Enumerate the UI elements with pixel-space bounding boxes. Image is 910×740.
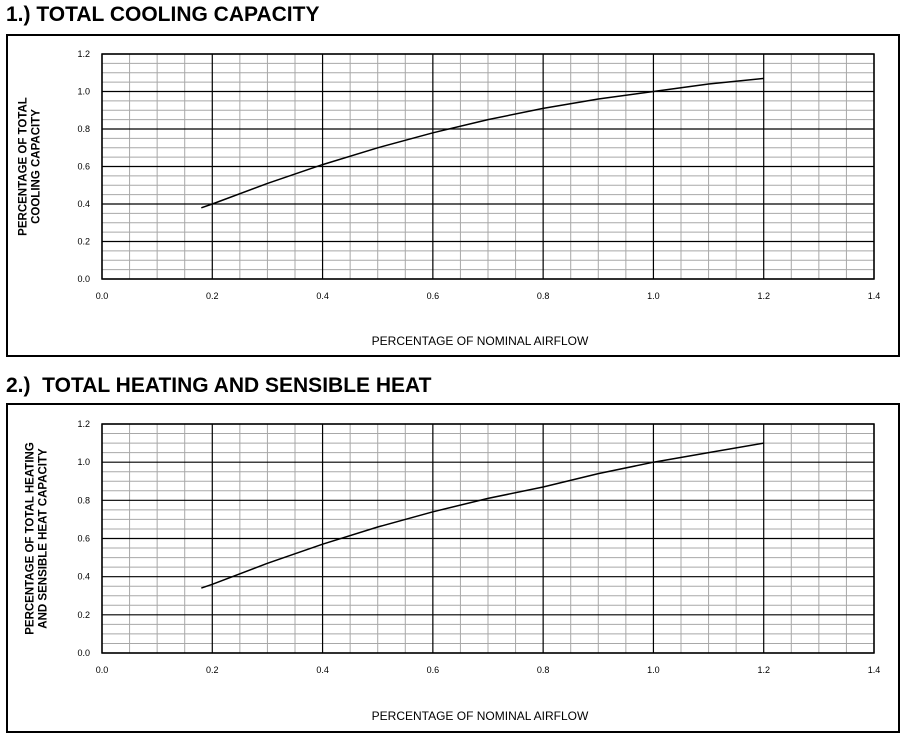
chart-2-plot-border xyxy=(101,423,875,654)
chart-2-x-tick-label: 1.4 xyxy=(868,665,881,675)
chart-1-frame xyxy=(6,34,900,357)
chart-1-y-axis-label-line: PERCENTAGE OF TOTAL xyxy=(18,97,30,236)
chart-1-y-tick-label: 1.0 xyxy=(77,87,90,97)
chart-2-y-axis-label-line: PERCENTAGE OF TOTAL HEATING xyxy=(25,442,37,635)
chart-2-y-tick-label: 0.4 xyxy=(77,572,90,582)
chart-1-x-tick-label: 0.6 xyxy=(427,291,440,301)
chart-1-x-tick-label: 1.4 xyxy=(868,291,881,301)
chart-1-x-tick-label: 0.8 xyxy=(537,291,550,301)
chart-1-x-tick-label: 1.2 xyxy=(757,291,770,301)
chart-1-y-tick-label: 0.0 xyxy=(77,274,90,284)
chart-2-series-line xyxy=(201,442,764,589)
chart-2-y-tick-label: 0.2 xyxy=(77,610,90,620)
chart-1-y-tick-label: 0.8 xyxy=(77,124,90,134)
chart-1-x-tick-label: 1.0 xyxy=(647,291,660,301)
chart-1-y-tick-label: 1.2 xyxy=(77,49,90,59)
chart-1-y-tick-label: 0.6 xyxy=(77,162,90,172)
chart-2-x-tick-label: 0.4 xyxy=(316,665,329,675)
chart-1-y-tick-label: 0.2 xyxy=(77,237,90,247)
chart-2-x-tick-label: 1.0 xyxy=(647,665,660,675)
chart-2-x-axis-label: PERCENTAGE OF NOMINAL AIRFLOW xyxy=(372,709,589,723)
chart-2-y-axis-label-line: AND SENSIBLE HEAT CAPACITY xyxy=(38,448,50,629)
chart-1-plot-border xyxy=(101,53,875,280)
chart-1-y-tick-label: 0.4 xyxy=(77,199,90,209)
chart-2-heading: 2.) TOTAL HEATING AND SENSIBLE HEAT xyxy=(6,374,432,397)
chart-1-x-axis-label: PERCENTAGE OF NOMINAL AIRFLOW xyxy=(372,334,589,348)
chart-2-x-tick-label: 0.8 xyxy=(537,665,550,675)
chart-1-x-tick-label: 0.0 xyxy=(96,291,109,301)
chart-1-x-tick-label: 0.4 xyxy=(316,291,329,301)
chart-1-x-tick-label: 0.2 xyxy=(206,291,219,301)
chart-2-x-tick-label: 0.2 xyxy=(206,665,219,675)
chart-2-y-tick-label: 0.6 xyxy=(77,534,90,544)
chart-1-heading: 1.) TOTAL COOLING CAPACITY xyxy=(6,3,320,26)
chart-1-y-axis-label-line: COOLING CAPACITY xyxy=(31,109,43,224)
chart-2-x-tick-label: 0.6 xyxy=(427,665,440,675)
chart-2-y-tick-label: 0.0 xyxy=(77,648,90,658)
chart-2-frame xyxy=(6,403,900,733)
chart-2-x-tick-label: 0.0 xyxy=(96,665,109,675)
chart-2-y-tick-label: 1.0 xyxy=(77,457,90,467)
chart-1-series-line xyxy=(201,77,764,209)
chart-2-y-tick-label: 0.8 xyxy=(77,495,90,505)
chart-2-y-tick-label: 1.2 xyxy=(77,419,90,429)
chart-2-x-tick-label: 1.2 xyxy=(757,665,770,675)
